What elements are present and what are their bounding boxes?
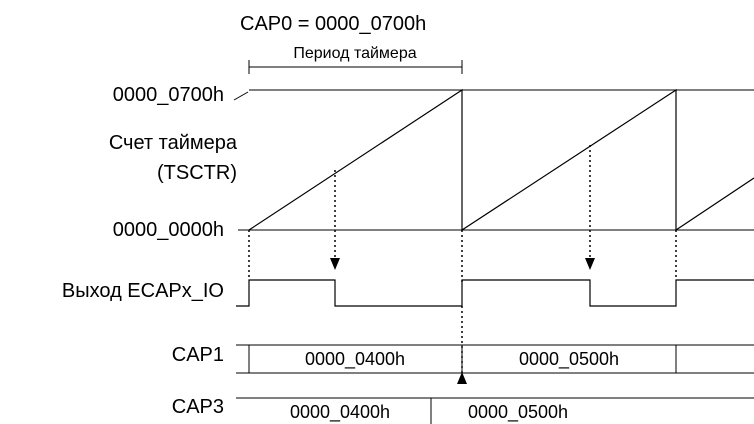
cap0-value-label: CAP0 = 0000_0700h bbox=[240, 13, 426, 35]
cap1-value-1: 0000_0400h bbox=[305, 349, 405, 370]
cap3-register-row bbox=[236, 397, 754, 424]
cap3-label: CAP3 bbox=[172, 396, 224, 418]
counter-max-label: 0000_0700h bbox=[113, 84, 224, 106]
cap1-label: CAP1 bbox=[172, 344, 224, 366]
ecap-output-label: Выход ECAPx_IO bbox=[62, 280, 224, 302]
counter-min-label: 0000_0000h bbox=[113, 219, 224, 241]
timer-period-label: Период таймера bbox=[293, 45, 416, 62]
counter-level-lines bbox=[233, 89, 754, 231]
counter-axis-label-line1: Счет таймера bbox=[109, 132, 238, 154]
counter-axis-label-line2: (TSCTR) bbox=[157, 162, 237, 184]
cap3-value-2: 0000_0500h bbox=[468, 402, 568, 423]
period-boundary-markers bbox=[248, 230, 677, 282]
timer-period-bracket bbox=[248, 60, 463, 74]
cap1-register-row bbox=[236, 344, 754, 374]
ecap-output-waveform bbox=[236, 279, 754, 307]
compare-match-arrows bbox=[330, 145, 595, 270]
cap3-value-1: 0000_0400h bbox=[290, 402, 390, 423]
timer-counter-waveform bbox=[248, 88, 754, 232]
cap1-value-2: 0000_0500h bbox=[519, 349, 619, 370]
